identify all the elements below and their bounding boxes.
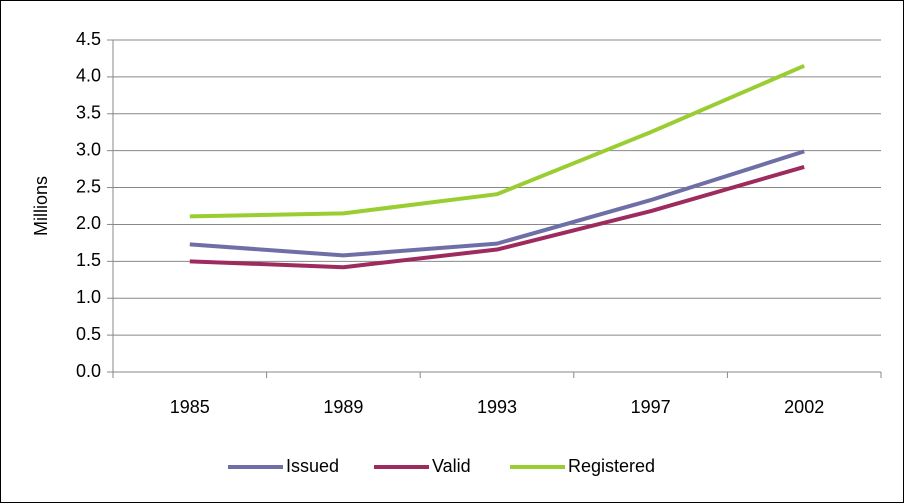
y-tick-label: 2.0 [76,213,101,233]
x-tick-label: 2002 [784,397,824,417]
y-tick-label: 4.5 [76,29,101,49]
y-tick-label: 0.0 [76,361,101,381]
legend-label: Valid [432,456,471,476]
x-tick-label: 1985 [170,397,210,417]
legend-label: Issued [286,456,339,476]
x-tick-label: 1989 [323,397,363,417]
y-axis-title: Millions [31,176,51,236]
y-tick-label: 3.5 [76,103,101,123]
y-tick-label: 1.5 [76,250,101,270]
series-line [189,63,805,219]
y-tick-label: 1.0 [76,287,101,307]
legend-label: Registered [568,456,655,476]
series-line [189,164,805,270]
x-tick-label: 1993 [477,397,517,417]
y-tick-label: 3.0 [76,139,101,159]
y-tick-label: 0.5 [76,324,101,344]
x-tick-label: 1997 [631,397,671,417]
y-tick-label: 2.5 [76,176,101,196]
series-line [189,149,805,258]
y-tick-label: 4.0 [76,66,101,86]
